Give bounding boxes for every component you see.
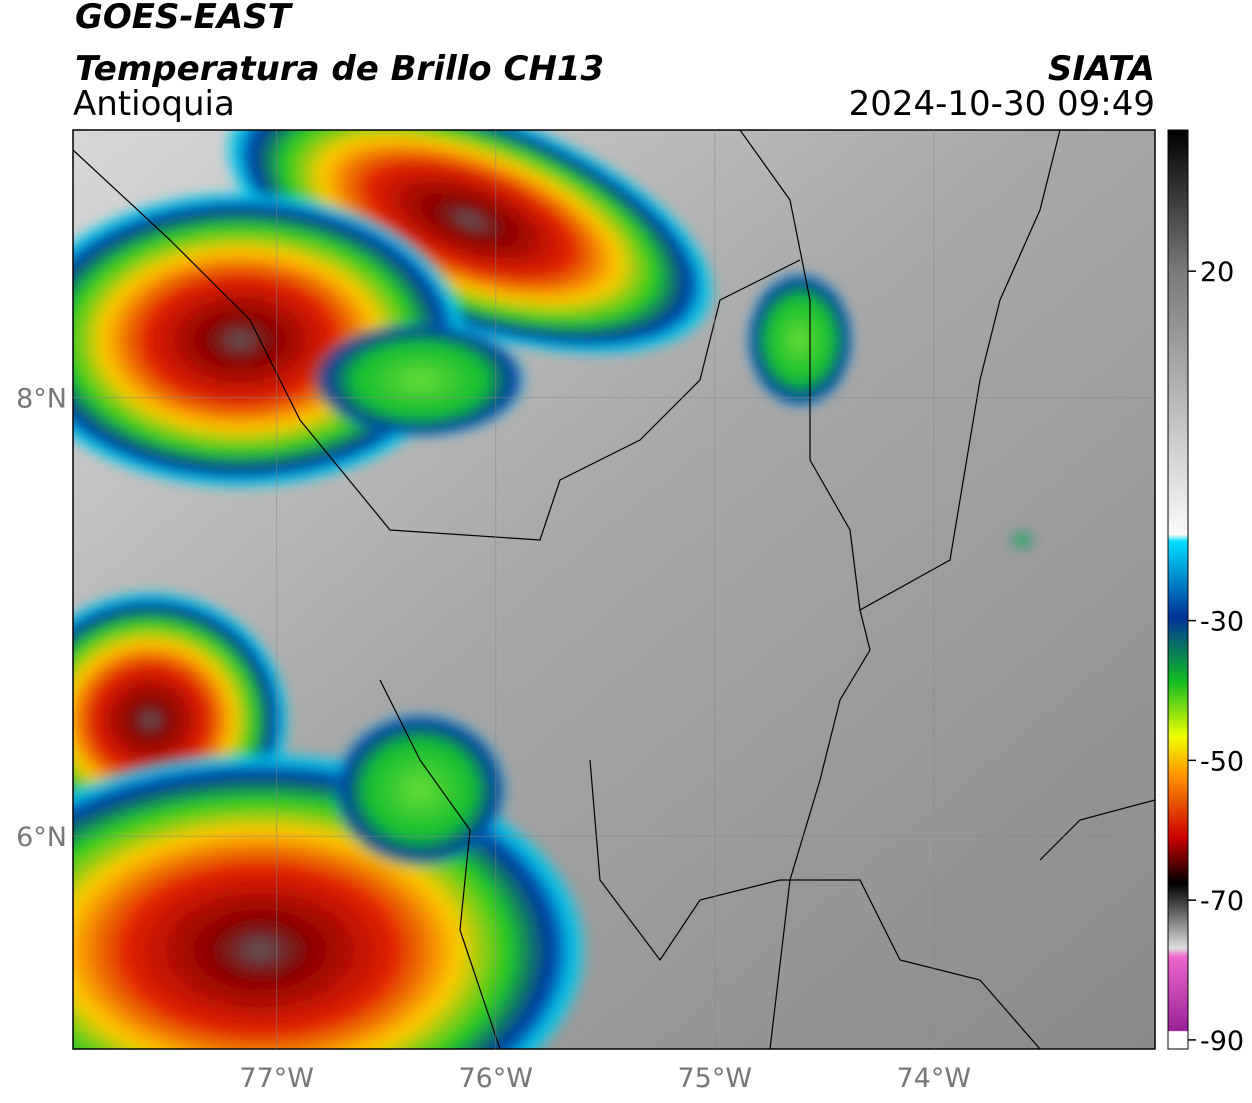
region: Antioquia <box>73 84 235 124</box>
satellite-image <box>73 130 1155 1049</box>
subtitle: Temperatura de Brillo CH13 <box>75 49 604 89</box>
colorbar-tick-label: -50 <box>1200 746 1244 777</box>
colorbar-tick-label: -70 <box>1200 886 1244 917</box>
colorbar-tick-label: 20 <box>1200 257 1234 288</box>
x-tick-label: 77°W <box>239 1063 314 1094</box>
map-frame <box>72 129 1156 1050</box>
colorbar-tick-label: -90 <box>1200 1026 1244 1057</box>
y-tick-label: 6°N <box>16 822 67 853</box>
x-tick-label: 76°W <box>458 1063 533 1094</box>
colorbar-tick-label: -30 <box>1200 607 1244 638</box>
source: SIATA <box>1048 49 1155 89</box>
colorbar <box>1167 129 1189 1050</box>
x-tick-label: 75°W <box>677 1063 752 1094</box>
datetime: 2024-10-30 09:49 <box>849 84 1155 124</box>
x-tick-label: 74°W <box>897 1063 972 1094</box>
title: GOES-EAST <box>75 0 294 37</box>
y-tick-label: 8°N <box>16 384 67 415</box>
